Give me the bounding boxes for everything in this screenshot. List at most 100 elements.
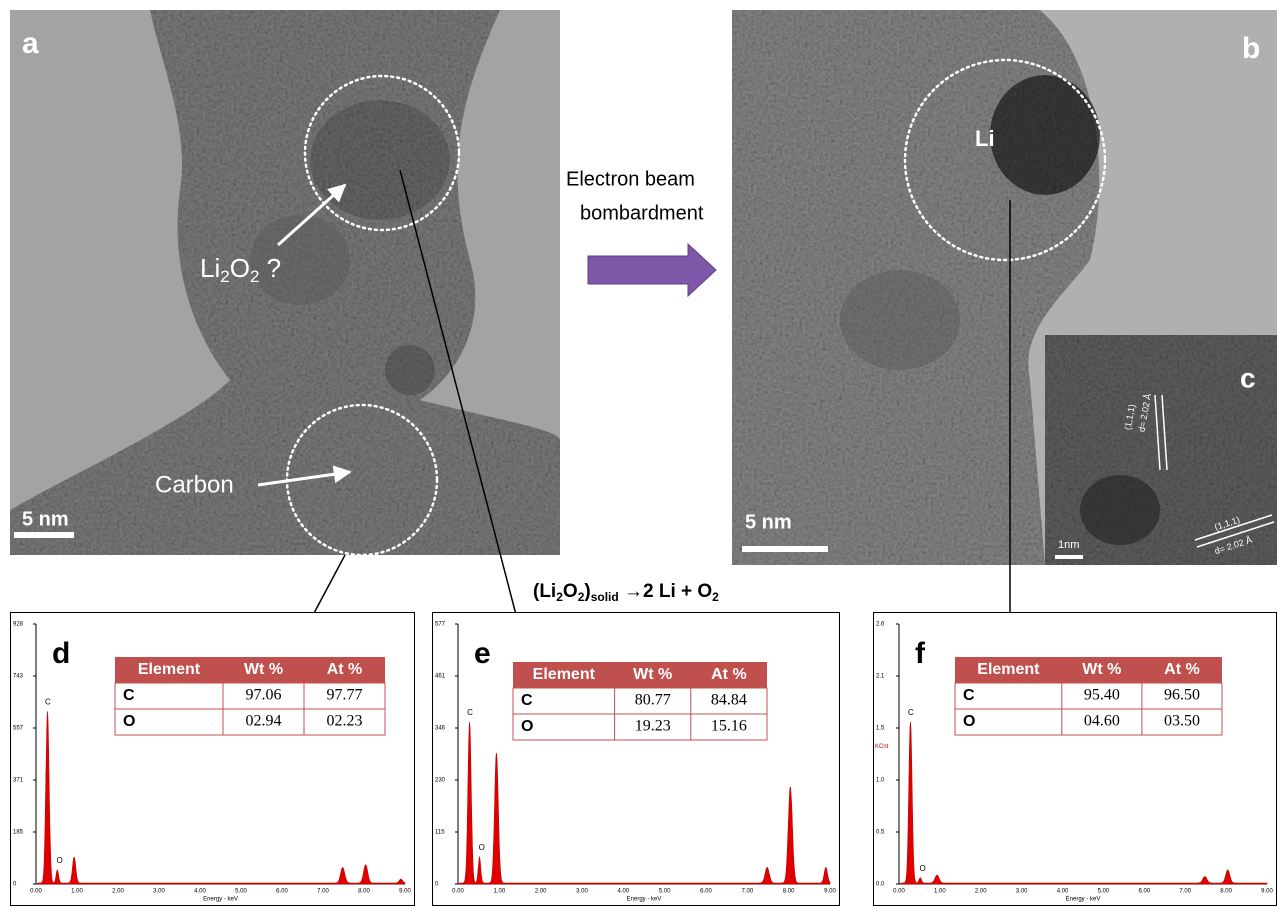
table-cell: C [521, 692, 533, 709]
x-tick-label: 4.00 [194, 889, 206, 895]
scale-bar-label: 1nm [1058, 539, 1079, 551]
table-cell: O [123, 713, 135, 730]
peak-label: O [479, 843, 485, 852]
x-tick-label: 6.00 [700, 889, 712, 895]
table-header-cell: Wt % [244, 661, 283, 678]
y-tick-label: 2.6 [876, 622, 885, 628]
table-cell: 03.50 [1164, 713, 1200, 730]
x-axis-label: Energy - keV [627, 897, 662, 903]
process-label: bombardment [580, 202, 704, 224]
x-axis-label: Energy - keV [1066, 897, 1101, 903]
y-tick-label: 0.5 [876, 830, 885, 836]
x-tick-label: 5.00 [659, 889, 671, 895]
peak-label: C [45, 698, 51, 707]
x-tick-label: 8.00 [358, 889, 370, 895]
table-header-cell: Element [533, 666, 596, 683]
table-cell: 02.94 [246, 713, 282, 730]
panel-label: c [1240, 362, 1256, 393]
figure: a Li2O2 ? Carbon 5 nm Electron beam bomb… [0, 0, 1277, 906]
table-cell: 95.40 [1084, 687, 1120, 704]
panel-label: b [1242, 32, 1260, 65]
x-tick-label: 9.00 [1261, 889, 1273, 895]
scale-bar [1055, 555, 1083, 559]
x-tick-label: 3.00 [153, 889, 165, 895]
x-tick-label: 2.00 [535, 889, 547, 895]
table-cell: 15.16 [711, 718, 747, 735]
annotation: Li [975, 126, 995, 151]
panel-label: e [474, 637, 491, 670]
reaction: (Li2O2)solid →2 Li + O2 [533, 581, 719, 604]
table-cell: C [963, 687, 975, 704]
table-header-cell: At % [327, 661, 363, 678]
x-tick-label: 2.00 [975, 889, 987, 895]
annotation: Carbon [155, 471, 234, 498]
x-tick-label: 6.00 [276, 889, 288, 895]
table-header-cell: At % [711, 666, 747, 683]
panel-label: f [915, 637, 926, 670]
y-tick-label: 1.0 [876, 778, 885, 784]
x-tick-label: 5.00 [1098, 889, 1110, 895]
x-tick-label: 4.00 [1057, 889, 1069, 895]
table-cell: 02.23 [327, 713, 363, 730]
tem-image-a [10, 10, 560, 555]
table-cell: 97.06 [246, 687, 282, 704]
y-tick-label: 0.0 [876, 882, 885, 888]
x-tick-label: 6.00 [1138, 889, 1150, 895]
x-axis-label: Energy - keV [203, 897, 238, 903]
table-cell: 84.84 [711, 692, 747, 709]
x-tick-label: 7.00 [1179, 889, 1191, 895]
scale-bar-label: 5 nm [22, 508, 69, 530]
y-tick-label: 115 [435, 830, 445, 836]
scale-bar [742, 546, 828, 552]
particle [1080, 475, 1160, 545]
table-header-cell: Wt % [633, 666, 672, 683]
peak-label: O [57, 856, 63, 865]
x-tick-label: 8.00 [1220, 889, 1232, 895]
x-tick-label: 1.00 [493, 889, 505, 895]
x-tick-label: 1.00 [934, 889, 946, 895]
spectrum-frame [11, 613, 415, 906]
table-header-cell: At % [1164, 661, 1200, 678]
table-cell: O [963, 713, 975, 730]
y-tick-label: 461 [435, 674, 446, 680]
x-tick-label: 2.00 [112, 889, 124, 895]
spectra: 92874355737118500.001.002.003.004.005.00… [11, 613, 1277, 906]
panel-label: a [22, 27, 39, 60]
y-tick-label: 928 [13, 622, 24, 628]
scale-bar [14, 532, 74, 538]
x-tick-label: 3.00 [1016, 889, 1028, 895]
x-tick-label: 0.00 [452, 889, 464, 895]
x-tick-label: 7.00 [317, 889, 329, 895]
panel-label: d [52, 637, 70, 670]
y-tick-label: 557 [13, 726, 24, 732]
process-label: Electron beam [566, 168, 695, 190]
process-arrow [588, 244, 716, 296]
y-tick-label: 2.1 [876, 674, 885, 680]
table-header-cell: Wt % [1082, 661, 1121, 678]
scale-bar-label: 5 nm [745, 511, 792, 533]
unit-label: KCnt [875, 744, 889, 750]
x-tick-label: 0.00 [30, 889, 42, 895]
y-tick-label: 230 [435, 778, 446, 784]
y-tick-label: 743 [13, 674, 24, 680]
x-tick-label: 4.00 [617, 889, 629, 895]
table-header-cell: Element [138, 661, 201, 678]
y-tick-label: 346 [435, 726, 446, 732]
x-tick-label: 0.00 [893, 889, 905, 895]
x-tick-label: 7.00 [741, 889, 753, 895]
y-tick-label: 185 [13, 830, 24, 836]
peak-label: C [908, 708, 914, 717]
annotation: Li2O2 ? [200, 253, 281, 287]
table-cell: 80.77 [635, 692, 671, 709]
table-header-cell: Element [977, 661, 1040, 678]
spectrum-frame [874, 613, 1277, 906]
y-tick-label: 577 [435, 622, 446, 628]
table-cell: O [521, 718, 533, 735]
table-cell: 19.23 [635, 718, 671, 735]
y-tick-label: 371 [13, 778, 24, 784]
x-tick-label: 9.00 [399, 889, 411, 895]
x-tick-label: 1.00 [71, 889, 83, 895]
table-cell: 96.50 [1164, 687, 1200, 704]
table-cell: 97.77 [327, 687, 363, 704]
table-cell: C [123, 687, 135, 704]
